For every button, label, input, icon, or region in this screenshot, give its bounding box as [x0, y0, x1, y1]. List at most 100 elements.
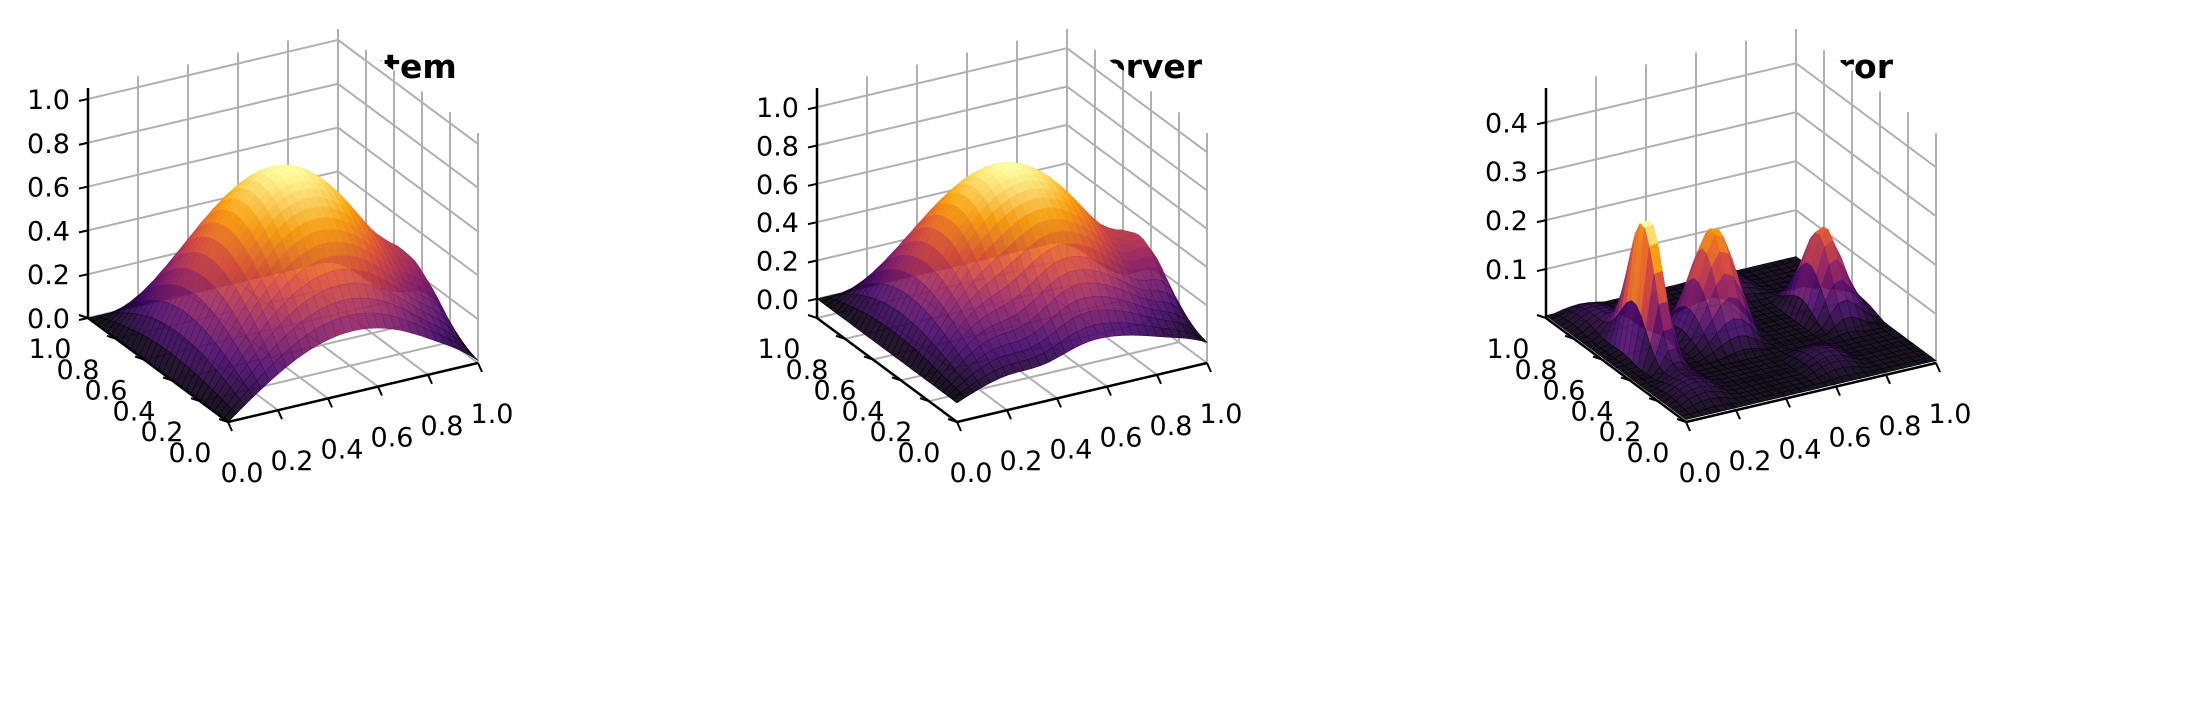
z-tick: [78, 229, 89, 234]
y-tick-label: 0.8: [786, 355, 829, 386]
z-tick-label: 0.6: [756, 170, 799, 201]
y-tick-label: 0.6: [814, 376, 857, 407]
y-axis-line: [1545, 316, 1687, 424]
x-tick: [327, 397, 333, 408]
z-tick: [78, 141, 89, 146]
x-tick: [1206, 362, 1212, 373]
z-tick-label: 0.8: [756, 132, 799, 163]
y-tick-label: 0.4: [842, 396, 885, 427]
y-tick-label: 1.0: [29, 334, 72, 365]
y-tick: [807, 314, 818, 319]
x-tick-label: 0.2: [1729, 446, 1772, 477]
z-tick-label: 0.6: [27, 173, 70, 204]
grid-line: [1795, 111, 1937, 217]
y-tick: [947, 418, 958, 423]
x-tick-label: 1.0: [1929, 399, 1972, 430]
y-tick: [1564, 334, 1575, 340]
x-tick: [1735, 409, 1741, 420]
y-axis-line: [816, 316, 958, 424]
z-tick-label: 1.0: [756, 93, 799, 124]
grid-line: [1066, 85, 1208, 192]
panel-observer: Observer 0.00.20.40.60.81.00.00.20.40.60…: [756, 29, 1242, 489]
x-tick: [1006, 409, 1012, 420]
x-tick-label: 1.0: [1200, 399, 1243, 430]
grid-line: [816, 47, 1068, 109]
surface-patch: [951, 392, 966, 404]
z-tick-label: 0.8: [27, 129, 70, 160]
x-tick-label: 0.6: [371, 423, 414, 454]
y-tick-label: 0.8: [1515, 355, 1558, 386]
x-tick-label: 0.4: [1779, 434, 1822, 465]
x-tick: [1835, 386, 1841, 397]
y-tick: [190, 397, 201, 403]
y-tick: [218, 418, 229, 423]
grid-line: [1545, 111, 1797, 173]
grid-line: [1066, 162, 1208, 268]
x-tick-label: 0.0: [950, 458, 993, 489]
y-tick-label: 0.2: [870, 417, 913, 448]
x-tick: [1935, 362, 1941, 373]
grid-line: [337, 170, 479, 277]
y-tick: [863, 355, 874, 361]
y-tick-label: 0.4: [1571, 396, 1614, 427]
x-tick: [956, 421, 962, 432]
grid-line: [337, 126, 479, 233]
grid-line: [816, 85, 1068, 147]
x-tick: [377, 386, 383, 397]
z-tick-label: 0.1: [1485, 255, 1528, 286]
y-tick: [835, 334, 846, 340]
z-tick-label: 0.0: [756, 285, 799, 316]
y-tick: [1676, 418, 1687, 423]
surface: [1545, 219, 1937, 420]
x-tick-label: 0.4: [1050, 434, 1093, 465]
y-tick: [162, 376, 173, 382]
panel-error: Error 0.00.20.40.60.81.00.00.20.40.60.81…: [1485, 29, 1971, 489]
x-tick: [277, 409, 283, 420]
z-tick: [1536, 219, 1547, 224]
x-tick-label: 0.4: [321, 434, 364, 465]
grid-line: [816, 123, 1068, 185]
x-tick-label: 0.0: [1679, 458, 1722, 489]
surface-patch: [1680, 413, 1695, 420]
y-axis-line: [87, 316, 229, 424]
x-tick: [1885, 374, 1891, 385]
y-tick-label: 1.0: [1487, 334, 1530, 365]
grid-line: [1545, 62, 1797, 124]
grid-line: [1795, 209, 1937, 315]
x-tick: [1056, 397, 1062, 408]
x-tick-label: 0.6: [1829, 423, 1872, 454]
y-tick-label: 0.6: [85, 376, 128, 407]
z-tick: [807, 297, 818, 302]
grid-line: [1795, 160, 1937, 266]
z-tick-label: 0.4: [27, 216, 70, 247]
grid-line: [87, 38, 339, 100]
z-tick: [78, 185, 89, 190]
x-tick: [227, 421, 233, 432]
z-tick-label: 0.2: [27, 260, 70, 291]
z-tick: [807, 259, 818, 264]
x-tick: [1106, 386, 1112, 397]
grid-line: [87, 126, 339, 188]
x-tick: [477, 362, 483, 373]
grid-line: [1066, 124, 1208, 230]
x-axis-line: [227, 361, 479, 424]
y-tick: [891, 376, 902, 382]
y-tick: [106, 334, 117, 340]
grid-line: [1795, 62, 1937, 169]
z-tick: [1536, 121, 1547, 126]
x-tick: [1156, 374, 1162, 385]
x-tick-label: 1.0: [471, 399, 514, 430]
grid-line: [337, 82, 479, 189]
z-tick-label: 0.2: [1485, 206, 1528, 237]
z-tick: [1536, 268, 1547, 273]
y-tick: [919, 397, 930, 403]
x-tick-label: 0.8: [1879, 411, 1922, 442]
y-tick-label: 0.0: [1627, 438, 1670, 469]
x-tick-label: 0.6: [1100, 423, 1143, 454]
z-tick: [78, 273, 89, 278]
z-tick: [807, 106, 818, 111]
z-tick-label: 1.0: [27, 85, 70, 116]
y-tick-label: 0.4: [113, 396, 156, 427]
y-tick-label: 0.0: [898, 438, 941, 469]
